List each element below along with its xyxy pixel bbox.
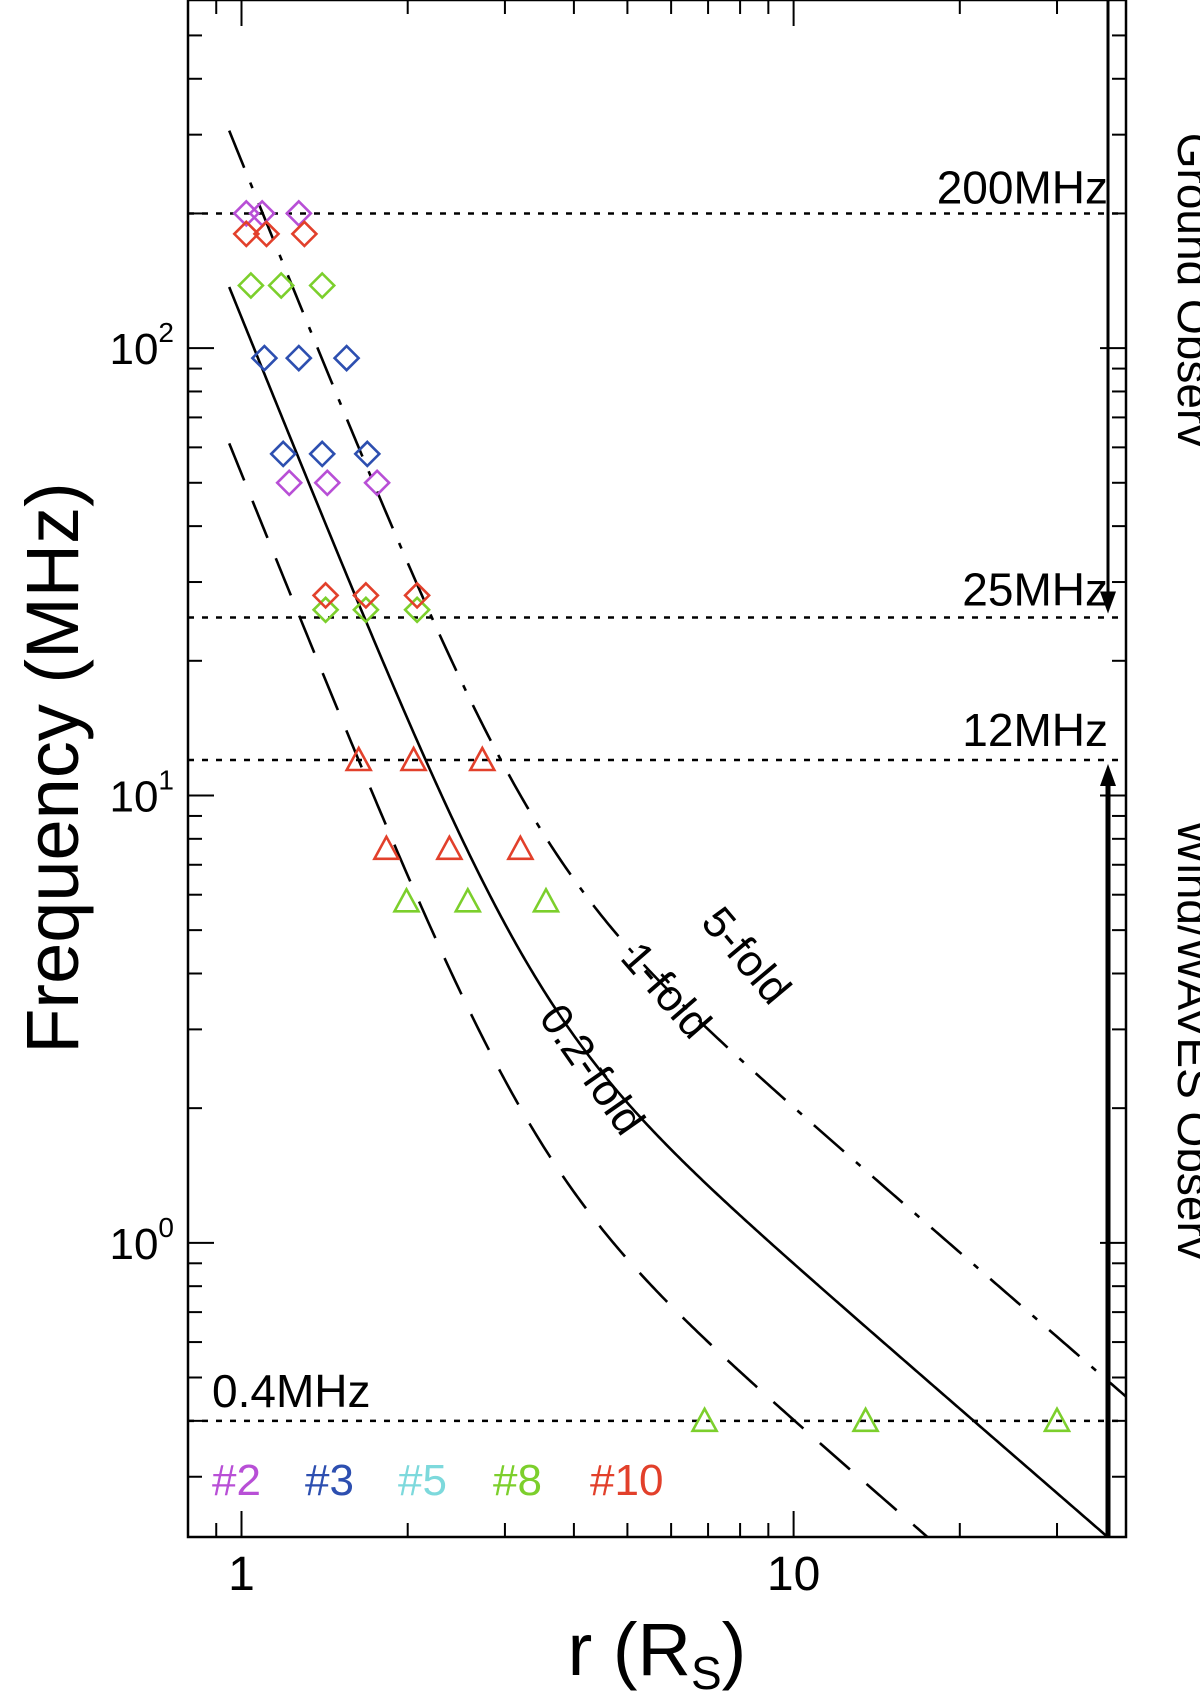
y-tick-label: 100	[109, 1212, 174, 1269]
reference-lines	[188, 212, 1126, 1423]
marker-#2-4	[313, 468, 342, 497]
marker-#10-8	[468, 745, 497, 772]
y-tick-base: 10	[109, 772, 158, 821]
marker-#2-3	[275, 468, 304, 497]
marker-#8-11	[1042, 1406, 1072, 1433]
marker-#8-9	[690, 1406, 719, 1433]
marker-#8-6	[392, 886, 421, 913]
marker-#10-0	[232, 220, 261, 248]
marker-#10-3	[311, 581, 340, 610]
reference-label-200MHz: 200MHz	[937, 161, 1108, 213]
x-axis-title-subscript: S	[691, 1647, 722, 1695]
instrument-label-0: Ground Observ	[1168, 133, 1200, 447]
marker-#10-11	[506, 834, 535, 861]
marker-#10-4	[352, 581, 380, 610]
ground-range-arrowhead	[1100, 591, 1116, 614]
legend-#8: #8	[493, 1456, 542, 1505]
x-axis-title-close: )	[722, 1608, 747, 1691]
model-label-1-fold: 1-fold	[611, 933, 720, 1048]
marker-#10-7	[399, 745, 428, 772]
y-tick-base: 10	[109, 1220, 158, 1269]
legend-#2: #2	[212, 1456, 261, 1505]
model-curves	[228, 130, 1126, 1537]
reference-label-0.4MHz: 0.4MHz	[212, 1365, 370, 1417]
marker-#3-4	[308, 440, 337, 468]
marker-#3-2	[332, 344, 361, 372]
axis-ticks	[187, 0, 1127, 1537]
y-tick-exponent: 0	[158, 1212, 174, 1243]
y-tick-label: 101	[109, 764, 174, 821]
instrument-range-arrows	[1100, 0, 1116, 1537]
model-label-5-fold: 5-fold	[692, 898, 800, 1014]
marker-#3-3	[269, 440, 298, 468]
y-axis-title: Frequency (MHz)	[11, 482, 94, 1054]
y-tick-exponent: 2	[158, 317, 174, 348]
marker-#8-8	[531, 886, 561, 913]
marker-#10-10	[435, 834, 464, 861]
instrument-label-1: Wind/WAVES Observ	[1168, 820, 1200, 1260]
legend-#3: #3	[305, 1456, 354, 1505]
marker-#8-7	[453, 886, 482, 913]
reference-label-12MHz: 12MHz	[962, 704, 1108, 756]
x-tick-label-1: 1	[228, 1548, 255, 1601]
y-tick-exponent: 1	[158, 764, 174, 795]
data-markers	[232, 199, 1072, 1433]
wind-range-arrowhead	[1100, 764, 1116, 787]
marker-#3-5	[353, 440, 382, 468]
model-curve-0.2-fold	[228, 442, 930, 1537]
marker-#2-5	[363, 468, 391, 497]
marker-#3-0	[250, 344, 279, 372]
marker-#8-2	[308, 271, 337, 300]
x-axis-title: r (RS)	[568, 1608, 747, 1695]
reference-label-25MHz: 25MHz	[962, 563, 1108, 615]
marker-#2-2	[284, 199, 313, 228]
marker-#3-1	[284, 344, 313, 372]
marker-#8-0	[237, 271, 265, 300]
marker-#8-4	[352, 595, 380, 624]
model-label-0.2-fold: 0.2-fold	[530, 996, 654, 1144]
marker-#10-5	[403, 581, 431, 610]
model-curve-1-fold	[228, 286, 1110, 1537]
y-tick-label: 102	[109, 317, 174, 374]
marker-#10-9	[372, 834, 401, 861]
marker-#8-1	[267, 271, 296, 300]
marker-#8-3	[311, 595, 340, 624]
y-tick-base: 10	[109, 325, 158, 374]
marker-#10-6	[344, 745, 373, 772]
legend-#10: #10	[590, 1456, 663, 1505]
model-curve-5-fold	[228, 130, 1126, 1399]
marker-#10-2	[290, 220, 319, 248]
legend-#5: #5	[398, 1456, 447, 1505]
marker-#8-5	[403, 595, 431, 624]
plot-frame	[186, 0, 1128, 1539]
marker-#8-10	[851, 1406, 880, 1433]
x-tick-label-10: 10	[767, 1548, 820, 1601]
marker-#10-1	[252, 220, 281, 248]
x-axis-title-main: r (R	[568, 1608, 691, 1691]
